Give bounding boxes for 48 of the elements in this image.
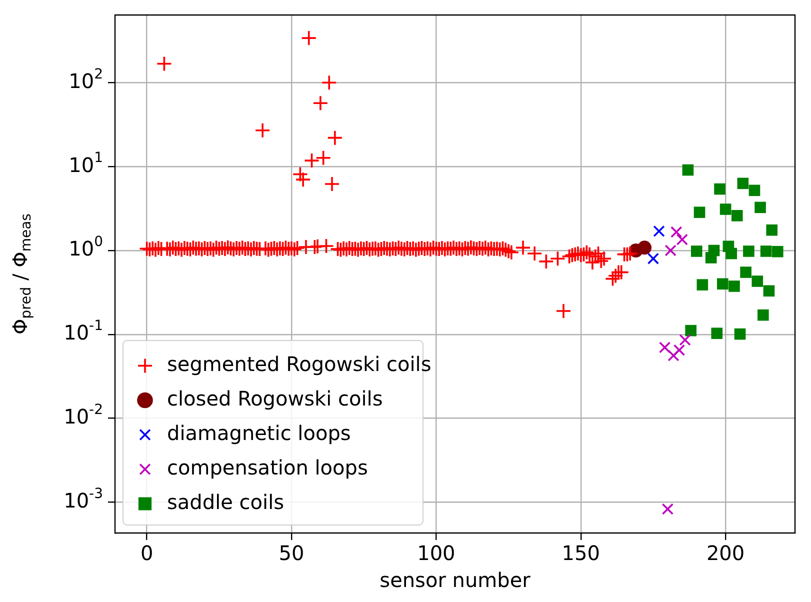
point <box>647 252 660 264</box>
x-tick-label: 50 <box>278 541 304 566</box>
point <box>673 344 686 356</box>
point <box>754 202 766 214</box>
point <box>766 224 778 236</box>
legend-label: saddle coils <box>167 490 284 514</box>
point <box>670 226 682 238</box>
x-tick-label: 150 <box>562 541 600 566</box>
point <box>679 334 691 346</box>
y-axis-title: Φpred / Φmeas <box>8 214 35 334</box>
point <box>714 183 726 195</box>
point <box>676 234 688 246</box>
legend-label: compensation loops <box>167 455 368 480</box>
point <box>748 184 760 196</box>
point <box>752 276 764 287</box>
point <box>638 240 652 255</box>
point <box>717 278 728 290</box>
x-axis-title: sensor number <box>380 568 532 592</box>
point <box>690 246 702 257</box>
legend-label: segmented Rogowski coils <box>167 352 432 376</box>
point <box>696 279 708 290</box>
x-tick-label: 200 <box>706 541 745 566</box>
point <box>664 244 676 256</box>
point <box>685 324 696 336</box>
point <box>760 246 772 257</box>
point <box>694 206 706 218</box>
point <box>737 178 749 190</box>
point <box>734 328 746 340</box>
point <box>658 342 671 354</box>
point <box>763 285 775 297</box>
point <box>708 244 720 256</box>
point <box>758 309 769 321</box>
legend-label: diamagnetic loops <box>167 420 351 445</box>
legend-label: closed Rogowski coils <box>167 386 383 410</box>
point <box>662 503 674 515</box>
point <box>711 328 723 339</box>
point <box>740 266 752 278</box>
x-tick-label: 100 <box>417 541 456 566</box>
point <box>728 280 740 292</box>
point <box>720 204 732 215</box>
point <box>772 246 784 258</box>
point <box>731 210 743 222</box>
point <box>668 350 680 362</box>
point <box>682 164 694 176</box>
point <box>653 225 665 237</box>
point <box>743 246 754 257</box>
x-tick-label: 0 <box>140 541 154 566</box>
point <box>726 248 737 260</box>
